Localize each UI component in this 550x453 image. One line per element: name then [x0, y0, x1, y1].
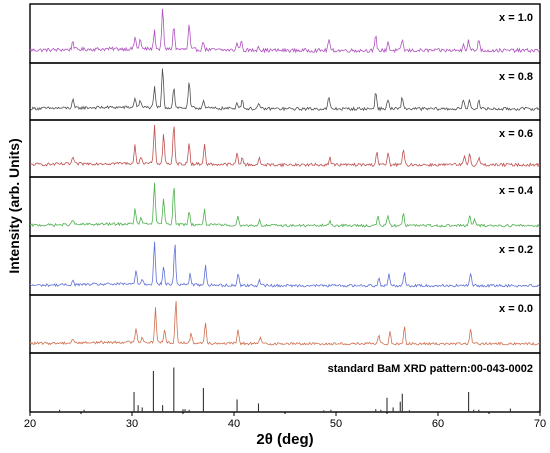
x-tick-label: 30	[126, 418, 138, 430]
panel-4: x = 0.2	[29, 235, 541, 296]
x-tick-label: 50	[330, 418, 342, 430]
series-line	[29, 300, 541, 346]
x-tick-label: 70	[534, 418, 546, 430]
series-line	[29, 182, 541, 228]
series-label: x = 0.2	[499, 244, 533, 256]
panel-frame	[29, 3, 541, 64]
reference-label: standard BaM XRD pattern:00-043-0002	[328, 363, 533, 375]
panel-frame	[29, 62, 541, 121]
x-tick-label: 20	[24, 418, 36, 430]
x-axis-title: 2θ (deg)	[256, 431, 313, 448]
series-label: x = 0.0	[499, 303, 533, 315]
panel-3: x = 0.4	[29, 176, 541, 237]
series-panels: x = 1.0 x = 0.8 x = 0.6 x = 0.4 x = 0.2 x = 0…	[29, 3, 541, 354]
series-line	[29, 241, 541, 288]
y-axis-title: Intensity (arb. Units)	[6, 138, 22, 273]
series-label: x = 0.4	[499, 185, 534, 197]
x-tick-label: 40	[228, 418, 240, 430]
panel-2: x = 0.6	[29, 119, 541, 178]
series-label: x = 0.6	[499, 128, 533, 140]
panel-1: x = 0.8	[29, 62, 541, 121]
x-tick-label: 60	[432, 418, 444, 430]
series-line	[30, 124, 541, 168]
reference-panel: standard BaM XRD pattern:00-043-0002	[29, 352, 541, 413]
panel-0: x = 1.0	[29, 3, 541, 64]
panel-5: x = 0.0	[29, 294, 541, 354]
x-axis: 20 30 40 50 60 70	[24, 412, 546, 430]
reference-frame	[29, 352, 541, 413]
series-line	[29, 68, 541, 112]
panel-frame	[29, 176, 541, 237]
series-label: x = 0.8	[499, 71, 533, 83]
panel-frame	[29, 119, 541, 178]
series-label: x = 1.0	[499, 12, 533, 24]
series-line	[29, 8, 541, 54]
